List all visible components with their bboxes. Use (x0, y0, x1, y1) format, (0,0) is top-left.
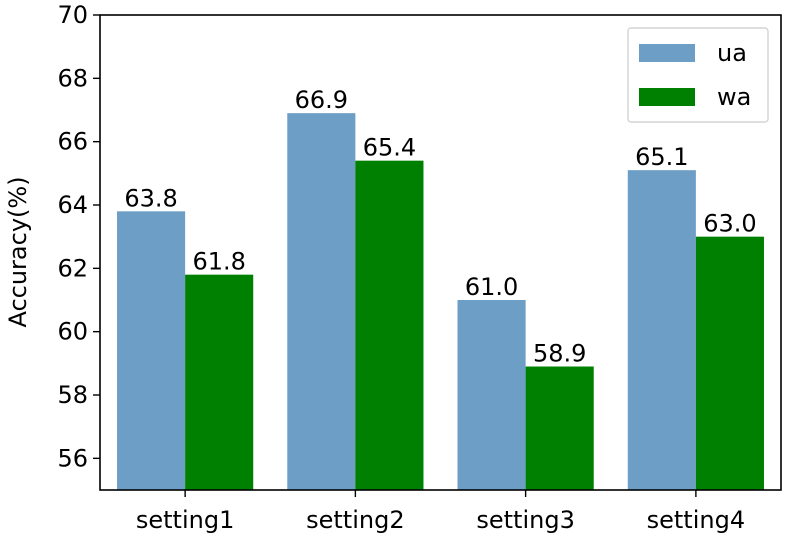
plot-frame (99, 14, 782, 491)
bar-value-label-wa-setting2: 65.4 (363, 134, 416, 162)
y-axis: 56 58 60 62 64 66 68 70 (57, 1, 100, 472)
bar-wa-setting1 (185, 274, 254, 490)
y-tick-label-60: 60 (57, 318, 88, 346)
bar-ua-setting1 (117, 211, 186, 491)
bar-value-label-wa-setting4: 63.0 (703, 210, 756, 238)
bar-wa-setting3 (525, 366, 594, 490)
legend-swatch-ua (639, 44, 695, 62)
bar-value-label-wa-setting1: 61.8 (192, 248, 245, 276)
y-axis-label: Accuracy(%) (4, 176, 32, 327)
bar-wa-setting2 (355, 160, 424, 490)
x-tick-label-setting4: setting4 (647, 506, 745, 534)
x-tick-label-setting1: setting1 (136, 506, 234, 534)
y-tick-label-68: 68 (57, 64, 88, 92)
x-axis: setting1 setting2 setting3 setting4 (136, 490, 745, 534)
bar-value-label-wa-setting3: 58.9 (533, 340, 586, 368)
bars-group (117, 113, 764, 491)
bar-ua-setting4 (627, 170, 696, 490)
bar-wa-setting4 (695, 236, 764, 490)
bar-value-label-ua-setting1: 63.8 (124, 184, 177, 212)
y-tick-label-64: 64 (57, 191, 88, 219)
x-tick-label-setting2: setting2 (306, 506, 404, 534)
y-tick-label-62: 62 (57, 254, 88, 282)
y-tick-label-70: 70 (57, 1, 88, 29)
bar-ua-setting2 (287, 113, 356, 491)
legend: ua wa (627, 27, 769, 123)
y-tick-label-58: 58 (57, 381, 88, 409)
bar-labels-group: 63.8 61.8 66.9 65.4 61.0 58.9 65.1 63.0 (124, 86, 756, 367)
y-tick-label-56: 56 (57, 444, 88, 472)
y-tick-label-66: 66 (57, 128, 88, 156)
legend-label-wa: wa (717, 83, 751, 111)
bar-value-label-ua-setting3: 61.0 (465, 273, 518, 301)
bar-ua-setting3 (457, 300, 526, 490)
legend-label-ua: ua (717, 39, 747, 67)
bar-value-label-ua-setting2: 66.9 (295, 86, 348, 114)
legend-swatch-wa (639, 88, 695, 106)
x-tick-label-setting3: setting3 (476, 506, 574, 534)
bar-value-label-ua-setting4: 65.1 (635, 143, 688, 171)
